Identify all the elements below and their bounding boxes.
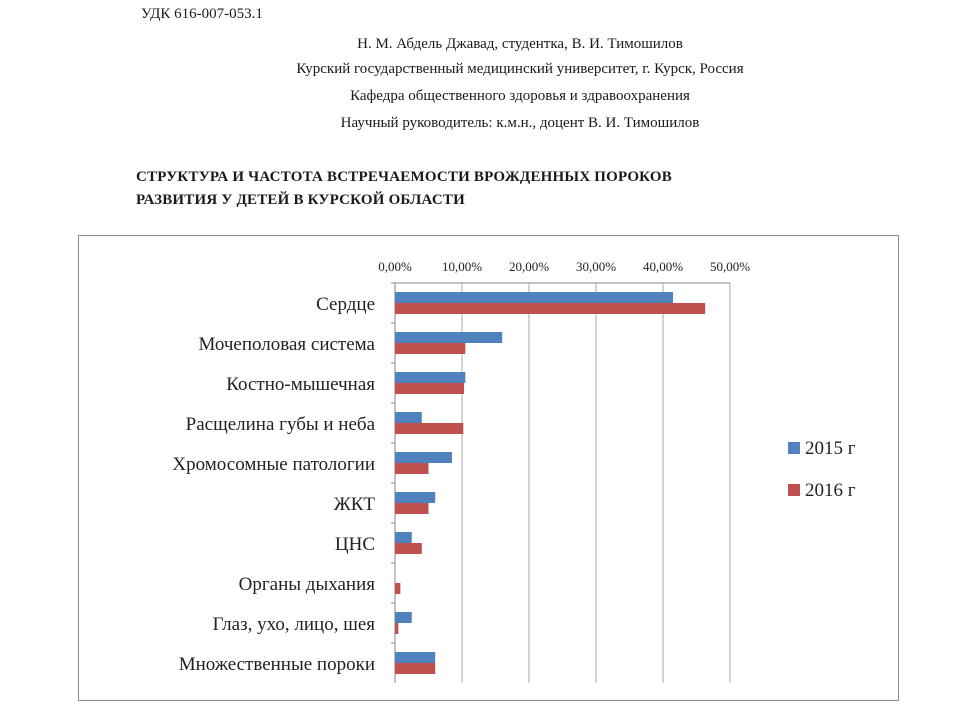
bar-2016-г [395,343,466,354]
x-tick-label: 40,00% [643,259,683,274]
bar-2015-г [395,532,412,543]
x-tick-label: 30,00% [576,259,616,274]
udk-code: УДК 616-007-053.1 [141,6,263,22]
category-label: ЦНС [335,534,375,555]
legend-label: 2015 г [805,438,856,459]
category-label: ЖКТ [334,494,376,515]
bar-2016-г [395,583,401,594]
bar-2016-г [395,303,706,314]
bar-2015-г [395,492,436,503]
category-label: Сердце [316,294,375,315]
bar-2016-г [395,503,429,514]
category-label: Мочеполовая система [198,334,375,355]
article-title-line-1: СТРУКТУРА И ЧАСТОТА ВСТРЕЧАЕМОСТИ ВРОЖДЕ… [136,169,672,185]
bar-2016-г [395,623,399,634]
university-line: Курский государственный медицинский унив… [296,61,744,77]
category-label: Хромосомные патологии [172,454,375,475]
category-label: Органы дыхания [239,574,376,595]
legend-label: 2016 г [805,480,856,501]
bar-2015-г [395,612,412,623]
category-label: Костно-мышечная [226,374,375,395]
bar-2015-г [395,372,466,383]
chart-frame [78,235,899,701]
legend-swatch [788,442,800,454]
category-label: Глаз, ухо, лицо, шея [213,614,376,635]
bar-2016-г [395,383,465,394]
supervisor-line: Научный руководитель: к.м.н., доцент В. … [340,115,700,131]
x-tick-label: 0,00% [378,259,412,274]
category-label: Множественные пороки [179,654,375,675]
bar-2016-г [395,463,429,474]
bar-2015-г [395,452,452,463]
bar-2015-г [395,412,422,423]
bar-2015-г [395,332,503,343]
department-line: Кафедра общественного здоровья и здравоо… [350,88,690,104]
bar-2016-г [395,663,436,674]
legend-swatch [788,484,800,496]
x-tick-label: 10,00% [442,259,482,274]
bar-2016-г [395,543,422,554]
bar-2015-г [395,652,436,663]
x-tick-label: 20,00% [509,259,549,274]
bar-2015-г [395,292,674,303]
category-label: Расщелина губы и неба [186,414,376,435]
authors-line: Н. М. Абдель Джавад, студентка, В. И. Ти… [357,36,683,52]
bar-2016-г [395,423,464,434]
x-tick-label: 50,00% [710,259,750,274]
article-title-line-2: РАЗВИТИЯ У ДЕТЕЙ В КУРСКОЙ ОБЛАСТИ [136,192,465,208]
